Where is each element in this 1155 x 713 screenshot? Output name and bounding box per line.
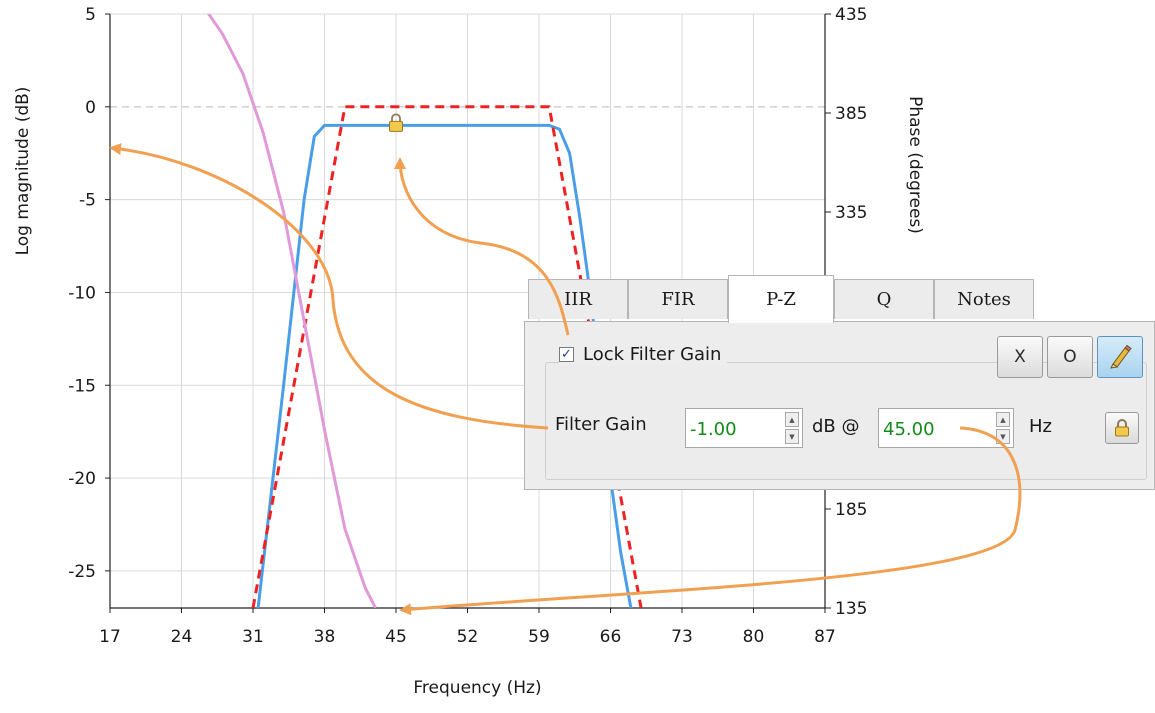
y2-tick-label: 335 — [835, 203, 867, 223]
x-tick-label: 38 — [314, 627, 336, 647]
lock-gain-checkbox[interactable]: ✓ — [559, 347, 574, 362]
y-tick-label: -5 — [79, 191, 96, 211]
y-axis-title: Log magnitude (dB) — [13, 87, 33, 256]
y2-axis-title: Phase (degrees) — [905, 96, 925, 234]
x-tick-label: 59 — [528, 627, 550, 647]
x-tick-label: 73 — [671, 627, 693, 647]
y-tick-label: -10 — [68, 283, 96, 303]
gain-increment-button[interactable]: ▲ — [785, 412, 799, 427]
x-axis-title: Frequency (Hz) — [413, 678, 541, 698]
y-tick-label: 5 — [85, 5, 96, 25]
gain-decrement-button[interactable]: ▼ — [785, 429, 799, 444]
x-tick-label: 45 — [385, 627, 407, 647]
y2-tick-label: 185 — [835, 500, 867, 520]
padlock-icon — [1112, 418, 1132, 438]
tab-pz[interactable]: P-Z — [728, 275, 834, 323]
frequency-input[interactable] — [879, 409, 997, 449]
tab-notes[interactable]: Notes — [934, 279, 1034, 319]
x-tick-label: 66 — [600, 627, 622, 647]
frequency-spinbox[interactable]: ▲ ▼ — [878, 408, 1014, 448]
x-tick-label: 80 — [743, 627, 765, 647]
hz-label: Hz — [1029, 416, 1052, 437]
pencil-tool-button[interactable] — [1097, 336, 1143, 378]
x-tick-label: 17 — [99, 627, 121, 647]
lock-gain-button[interactable] — [1105, 412, 1139, 444]
filter-panel: IIR FIR P-Z Q Notes ✓ Lock Filter Gain X… — [524, 275, 1155, 490]
x-tick-label: 24 — [171, 627, 193, 647]
gain-input[interactable] — [686, 409, 788, 449]
db-at-label: dB @ — [812, 416, 860, 437]
frequency-decrement-button[interactable]: ▼ — [996, 429, 1010, 444]
y2-tick-label: 435 — [835, 5, 867, 25]
zero-tool-button[interactable]: X — [997, 336, 1043, 378]
y-tick-label: -20 — [68, 469, 96, 489]
y-tick-label: -15 — [68, 376, 96, 396]
tab-bar: IIR FIR P-Z Q Notes — [524, 275, 1155, 323]
filter-gain-label: Filter Gain — [555, 414, 647, 435]
tab-iir[interactable]: IIR — [528, 279, 628, 319]
frequency-increment-button[interactable]: ▲ — [996, 412, 1010, 427]
lock-gain-row: ✓ Lock Filter Gain — [559, 344, 727, 365]
gain-spinbox[interactable]: ▲ ▼ — [685, 408, 803, 448]
y-tick-label: -25 — [68, 562, 96, 582]
pole-tool-button[interactable]: O — [1047, 336, 1093, 378]
tab-content: ✓ Lock Filter Gain X O Filter Gain ▲ ▼ d… — [524, 321, 1155, 490]
x-tick-label: 52 — [457, 627, 479, 647]
y-tick-label: 0 — [85, 98, 96, 118]
series-line-2 — [202, 4, 376, 608]
x-tick-label: 31 — [242, 627, 264, 647]
tab-fir[interactable]: FIR — [628, 279, 728, 319]
tab-q[interactable]: Q — [834, 279, 934, 319]
y2-tick-label: 135 — [835, 599, 867, 619]
lock-gain-label: Lock Filter Gain — [583, 344, 721, 365]
pencil-icon — [1107, 344, 1133, 370]
y2-tick-label: 385 — [835, 104, 867, 124]
marker-body — [390, 121, 403, 131]
x-tick-label: 87 — [814, 627, 836, 647]
